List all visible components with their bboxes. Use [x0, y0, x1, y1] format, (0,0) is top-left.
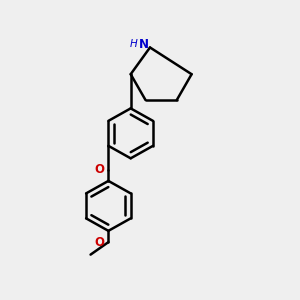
- Text: N: N: [139, 38, 148, 51]
- Text: O: O: [94, 236, 104, 249]
- Text: H: H: [130, 40, 137, 50]
- Text: O: O: [94, 163, 104, 176]
